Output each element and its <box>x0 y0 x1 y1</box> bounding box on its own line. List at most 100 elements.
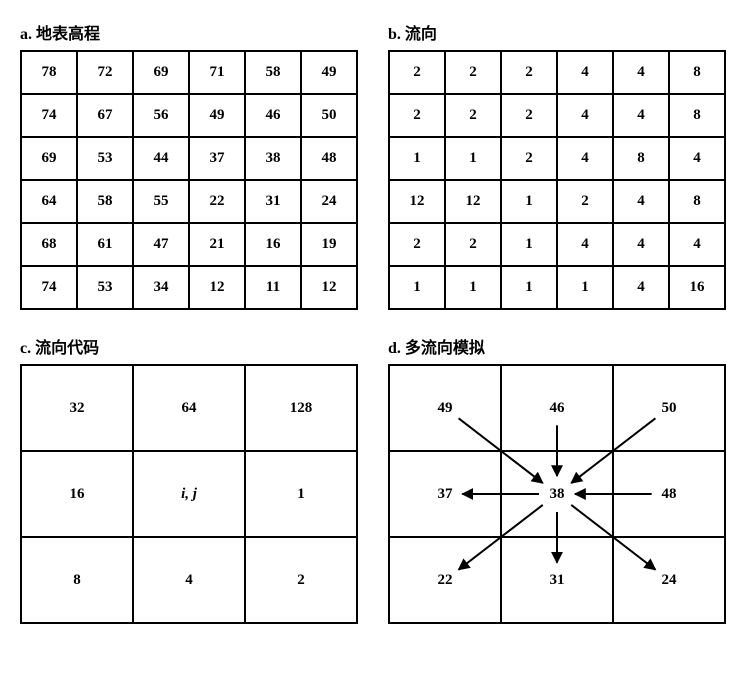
cell: 4 <box>133 537 245 623</box>
cell: 1 <box>445 266 501 309</box>
cell: 32 <box>21 365 133 451</box>
cell: 61 <box>77 223 133 266</box>
cell: 12 <box>389 180 445 223</box>
cell: 47 <box>133 223 189 266</box>
cell: 4 <box>613 51 669 94</box>
cell: 38 <box>501 451 613 537</box>
cell: 4 <box>669 223 725 266</box>
cell: 53 <box>77 266 133 309</box>
cell: 16 <box>245 223 301 266</box>
cell: 2 <box>557 180 613 223</box>
cell: 49 <box>301 51 357 94</box>
cell: 1 <box>557 266 613 309</box>
cell: 19 <box>301 223 357 266</box>
cell: 72 <box>77 51 133 94</box>
cell: 2 <box>245 537 357 623</box>
cell: 2 <box>501 94 557 137</box>
cell: 4 <box>557 137 613 180</box>
cell: 46 <box>245 94 301 137</box>
cell: 67 <box>77 94 133 137</box>
cell: 2 <box>501 137 557 180</box>
cell: 8 <box>669 51 725 94</box>
cell: 74 <box>21 94 77 137</box>
cell: 58 <box>245 51 301 94</box>
cell: 48 <box>613 451 725 537</box>
cell: 69 <box>133 51 189 94</box>
cell: 71 <box>189 51 245 94</box>
cell: 4 <box>613 94 669 137</box>
panel-d-title: d. 多流向模拟 <box>388 334 726 358</box>
cell: 74 <box>21 266 77 309</box>
cell: 78 <box>21 51 77 94</box>
cell: 24 <box>613 537 725 623</box>
cell: 8 <box>669 94 725 137</box>
cell: 56 <box>133 94 189 137</box>
cell: 1 <box>389 137 445 180</box>
panels-container: a. 地表高程 78726971584974675649465069534437… <box>20 20 726 624</box>
cell: 22 <box>389 537 501 623</box>
cell: 49 <box>389 365 501 451</box>
cell: 12 <box>445 180 501 223</box>
cell: 1 <box>389 266 445 309</box>
cell: 16 <box>21 451 133 537</box>
panel-d: d. 多流向模拟 494650373848223124 <box>388 334 726 624</box>
panel-d-grid-wrap: 494650373848223124 <box>388 364 726 624</box>
cell: 2 <box>501 51 557 94</box>
cell: 4 <box>669 137 725 180</box>
cell: 4 <box>557 51 613 94</box>
cell: 48 <box>301 137 357 180</box>
cell: 55 <box>133 180 189 223</box>
grid-a: 7872697158497467564946506953443738486458… <box>20 50 358 310</box>
cell: 128 <box>245 365 357 451</box>
cell: 4 <box>557 94 613 137</box>
cell: 8 <box>669 180 725 223</box>
cell: 16 <box>669 266 725 309</box>
panel-b-title: b. 流向 <box>388 20 726 44</box>
cell: 12 <box>301 266 357 309</box>
cell: 31 <box>245 180 301 223</box>
cell: 68 <box>21 223 77 266</box>
cell: 4 <box>613 223 669 266</box>
panel-c: c. 流向代码 3264128 16i, j1 842 <box>20 334 358 624</box>
panel-b: b. 流向 2224482224481124841212124822144411… <box>388 20 726 310</box>
panel-c-title: c. 流向代码 <box>20 334 358 358</box>
cell: 31 <box>501 537 613 623</box>
cell: 2 <box>389 51 445 94</box>
cell: 34 <box>133 266 189 309</box>
cell: 38 <box>245 137 301 180</box>
grid-d: 494650373848223124 <box>388 364 726 624</box>
cell: 50 <box>301 94 357 137</box>
cell: 24 <box>301 180 357 223</box>
cell: 1 <box>501 223 557 266</box>
cell: 44 <box>133 137 189 180</box>
cell: 8 <box>21 537 133 623</box>
panel-a: a. 地表高程 78726971584974675649465069534437… <box>20 20 358 310</box>
cell: 4 <box>613 266 669 309</box>
cell: 21 <box>189 223 245 266</box>
cell: 22 <box>189 180 245 223</box>
panel-a-title: a. 地表高程 <box>20 20 358 44</box>
cell: 1 <box>245 451 357 537</box>
cell: 58 <box>77 180 133 223</box>
cell: 8 <box>613 137 669 180</box>
cell: 64 <box>133 365 245 451</box>
grid-b: 222448222448112484121212482214441111416 <box>388 50 726 310</box>
cell: 2 <box>389 223 445 266</box>
cell: 1 <box>445 137 501 180</box>
cell: 2 <box>389 94 445 137</box>
cell: 53 <box>77 137 133 180</box>
cell: 37 <box>189 137 245 180</box>
cell: 46 <box>501 365 613 451</box>
cell: 11 <box>245 266 301 309</box>
cell: 50 <box>613 365 725 451</box>
cell: 2 <box>445 223 501 266</box>
cell: 2 <box>445 51 501 94</box>
cell: 2 <box>445 94 501 137</box>
cell: 69 <box>21 137 77 180</box>
cell: 4 <box>557 223 613 266</box>
cell: 64 <box>21 180 77 223</box>
cell: i, j <box>133 451 245 537</box>
cell: 49 <box>189 94 245 137</box>
cell: 1 <box>501 266 557 309</box>
grid-c: 3264128 16i, j1 842 <box>20 364 358 624</box>
